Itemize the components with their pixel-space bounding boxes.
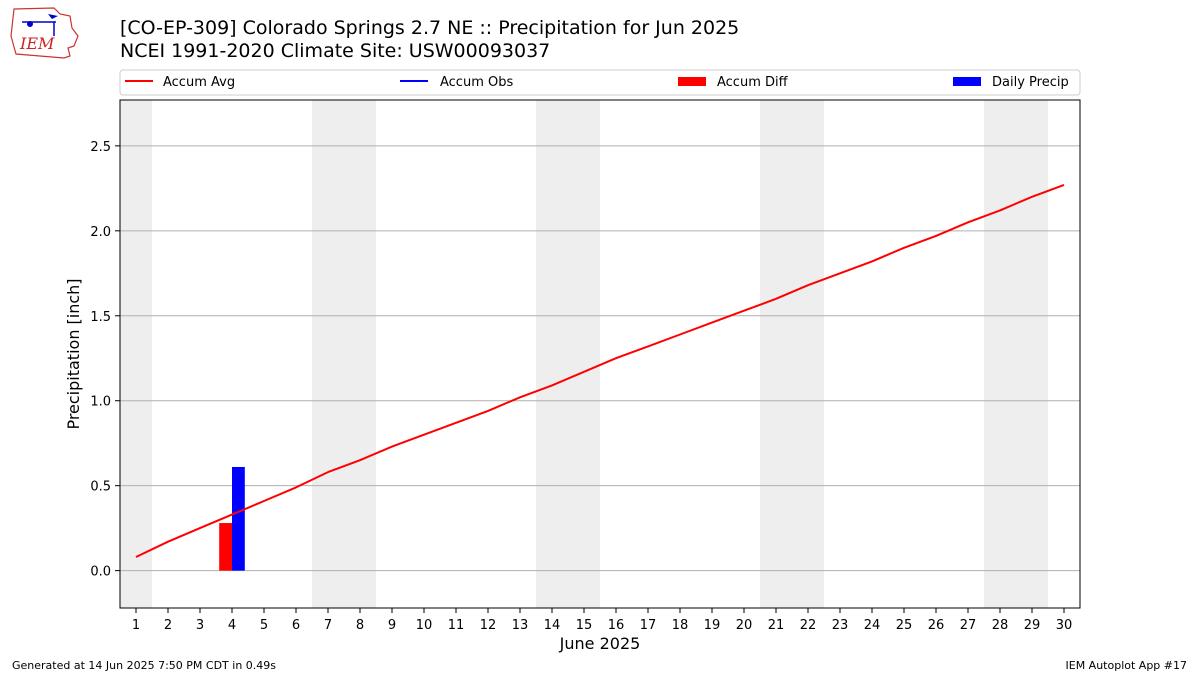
iem-logo: IEM: [10, 7, 79, 59]
x-tick-label: 24: [864, 618, 881, 633]
weekend-band: [760, 100, 824, 608]
legend-swatch-accum-diff: [678, 77, 706, 86]
x-axis-ticks: 1 2 3 4 5 6 7 8 9 10 11 12 13 14 15 16 17 18 19 20 21 22 23 24 2…: [132, 608, 1072, 633]
state-outline-shape: [10, 7, 79, 59]
logo-text: IEM: [19, 34, 55, 53]
bar-marks: [219, 466, 245, 571]
legend-label-accum-obs: Accum Obs: [440, 75, 513, 90]
x-tick-label: 1: [132, 618, 140, 633]
x-tick-label: 14: [544, 618, 561, 633]
y-gridlines: [120, 145, 1080, 572]
y-tick-label: 1.0: [90, 395, 111, 410]
plot-border: [119, 99, 1081, 609]
chart-title: [CO-EP-309] Colorado Springs 2.7 NE :: P…: [120, 17, 740, 39]
x-tick-label: 20: [736, 618, 753, 633]
legend-label-accum-avg: Accum Avg: [163, 75, 235, 90]
logo-dot-shape: [27, 21, 33, 27]
x-tick-label: 28: [992, 618, 1009, 633]
x-tick-label: 9: [388, 618, 396, 633]
x-tick-label: 3: [196, 618, 204, 633]
plot-frame: [119, 99, 1081, 609]
line-marks: [135, 183, 1065, 558]
x-tick-label: 26: [928, 618, 945, 633]
x-tick-label: 5: [260, 618, 268, 633]
x-tick-label: 2: [164, 618, 172, 633]
x-tick-label: 27: [960, 618, 977, 633]
x-axis-label: June 2025: [559, 634, 641, 653]
app-credit: IEM Autoplot App #17: [1065, 659, 1188, 672]
x-tick-label: 10: [416, 618, 433, 633]
legend-swatch-daily-precip: [953, 77, 981, 86]
logo-vane-shape: [48, 14, 58, 19]
x-tick-label: 19: [704, 618, 721, 633]
weekend-band: [312, 100, 376, 608]
accum-diff-bar: [219, 523, 232, 571]
chart-legend: Accum Avg Accum Obs Accum Diff Daily Precip: [119, 69, 1081, 96]
x-tick-label: 16: [608, 618, 625, 633]
y-tick-label: 0.5: [90, 480, 111, 495]
accum-avg-line: [135, 183, 1065, 558]
x-tick-label: 12: [480, 618, 497, 633]
x-tick-label: 22: [800, 618, 817, 633]
y-axis-label: Precipitation [inch]: [64, 278, 83, 429]
x-tick-label: 4: [228, 618, 236, 633]
y-axis-ticks: 0.0 0.5 1.0 1.5 2.0 2.5: [90, 140, 120, 580]
daily-precip-bar: [232, 466, 245, 571]
x-tick-label: 25: [896, 618, 913, 633]
chart-subtitle: NCEI 1991-2020 Climate Site: USW00093037: [120, 40, 551, 62]
y-tick-label: 2.5: [90, 140, 111, 155]
x-tick-label: 23: [832, 618, 849, 633]
y-tick-label: 2.0: [90, 225, 111, 240]
y-tick-label: 0.0: [90, 565, 111, 580]
x-tick-label: 8: [356, 618, 364, 633]
x-tick-label: 11: [448, 618, 465, 633]
legend-label-accum-diff: Accum Diff: [717, 75, 789, 90]
x-tick-label: 21: [768, 618, 785, 633]
x-tick-label: 29: [1024, 618, 1041, 633]
x-tick-label: 7: [324, 618, 332, 633]
weekend-band: [536, 100, 600, 608]
weekend-bands: [120, 100, 1048, 608]
weekend-band: [984, 100, 1048, 608]
x-tick-label: 30: [1056, 618, 1073, 633]
x-tick-label: 6: [292, 618, 300, 633]
legend-label-daily-precip: Daily Precip: [992, 75, 1069, 90]
weekend-band: [120, 100, 152, 608]
generated-timestamp: Generated at 14 Jun 2025 7:50 PM CDT in …: [12, 659, 277, 672]
x-tick-label: 18: [672, 618, 689, 633]
x-tick-label: 13: [512, 618, 529, 633]
x-tick-label: 17: [640, 618, 657, 633]
y-tick-label: 1.5: [90, 310, 111, 325]
legend-box: [119, 69, 1081, 96]
x-tick-label: 15: [576, 618, 593, 633]
